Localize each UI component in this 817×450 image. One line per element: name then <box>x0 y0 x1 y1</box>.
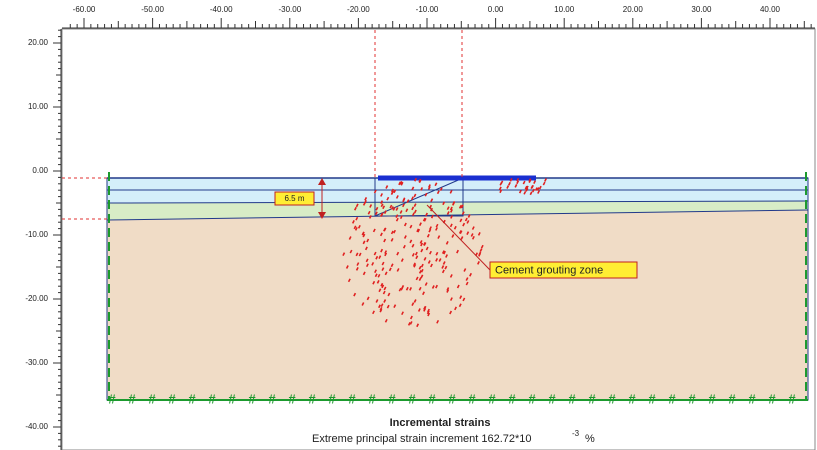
y-tick-label: 0.00 <box>32 166 48 175</box>
fixity-mark: # <box>768 391 776 406</box>
x-tick-label: 20.00 <box>623 5 644 14</box>
depth-label: 6.5 m <box>284 194 304 203</box>
caption-exponent: -3 <box>572 429 580 438</box>
fixity-mark: # <box>248 391 256 406</box>
fixity-mark: # <box>348 391 356 406</box>
fixity-mark: # <box>488 391 496 406</box>
x-tick-label: 40.00 <box>760 5 781 14</box>
fixity-mark: # <box>148 391 156 406</box>
x-tick-label: -50.00 <box>141 5 164 14</box>
fixity-mark: # <box>608 391 616 406</box>
fixity-mark: # <box>228 391 236 406</box>
fixity-mark: # <box>208 391 216 406</box>
caption-unit: % <box>585 433 595 445</box>
fixity-mark: # <box>428 391 436 406</box>
fixity-mark: # <box>528 391 536 406</box>
fixity-mark: # <box>188 391 196 406</box>
fixity-mark: # <box>288 391 296 406</box>
fixity-mark: # <box>568 391 576 406</box>
x-tick-label: -60.00 <box>73 5 96 14</box>
fixity-mark: # <box>128 391 136 406</box>
fixity-mark: # <box>468 391 476 406</box>
y-tick-label: 10.00 <box>28 102 49 111</box>
fixity-mark: # <box>108 391 116 406</box>
fixity-mark: # <box>788 391 796 406</box>
fixity-mark: # <box>628 391 636 406</box>
caption-subtitle: Extreme principal strain increment 162.7… <box>312 433 532 445</box>
x-tick-label: -40.00 <box>210 5 233 14</box>
fixity-mark: # <box>308 391 316 406</box>
fixity-mark: # <box>508 391 516 406</box>
x-tick-label: -10.00 <box>416 5 439 14</box>
caption-title: Incremental strains <box>390 417 491 429</box>
x-tick-label: 0.00 <box>488 5 504 14</box>
fixity-mark: # <box>588 391 596 406</box>
fixity-mark: # <box>388 391 396 406</box>
fixity-mark: # <box>748 391 756 406</box>
fixity-mark: # <box>368 391 376 406</box>
fixity-mark: # <box>648 391 656 406</box>
y-tick-label: -40.00 <box>25 422 48 431</box>
fixity-mark: # <box>328 391 336 406</box>
page: 6.5 m Cement grouting zone Incremental s… <box>0 0 817 450</box>
y-tick-label: 20.00 <box>28 38 49 47</box>
y-tick-label: -10.00 <box>25 230 48 239</box>
fixity-mark: # <box>708 391 716 406</box>
fixity-mark: # <box>688 391 696 406</box>
x-tick-label: 30.00 <box>691 5 712 14</box>
fixity-mark: # <box>448 391 456 406</box>
x-tick-label: 10.00 <box>554 5 575 14</box>
fixity-mark: # <box>268 391 276 406</box>
fixity-mark: # <box>728 391 736 406</box>
y-tick-label: -20.00 <box>25 294 48 303</box>
fixity-mark: # <box>168 391 176 406</box>
zone-label: Cement grouting zone <box>495 264 603 276</box>
x-tick-label: -20.00 <box>347 5 370 14</box>
fixity-mark: # <box>408 391 416 406</box>
y-tick-label: -30.00 <box>25 358 48 367</box>
x-tick-label: -30.00 <box>278 5 301 14</box>
plot-window: 6.5 m Cement grouting zone Incremental s… <box>0 0 817 450</box>
fixity-mark: # <box>668 391 676 406</box>
fixity-mark: # <box>548 391 556 406</box>
